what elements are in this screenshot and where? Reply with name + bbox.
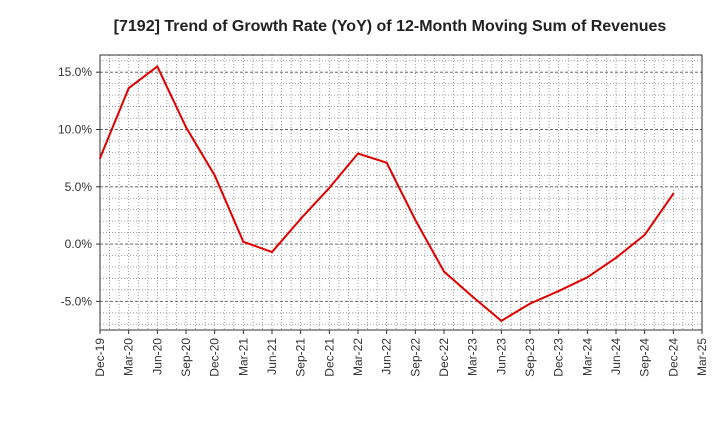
y-tick-label: -5.0% bbox=[61, 294, 93, 308]
data-point bbox=[672, 192, 675, 195]
data-point bbox=[414, 219, 417, 221]
data-point bbox=[643, 233, 646, 236]
data-point bbox=[242, 240, 245, 243]
x-tick-label: Sep-24 bbox=[638, 338, 652, 377]
x-tick-label: Jun-20 bbox=[150, 338, 164, 375]
data-point bbox=[500, 319, 503, 322]
x-tick-label: Sep-23 bbox=[523, 338, 537, 377]
data-point bbox=[471, 295, 474, 298]
y-tick-label: 5.0% bbox=[65, 180, 93, 194]
x-tick-label: Sep-20 bbox=[179, 338, 193, 377]
x-tick-label: Sep-21 bbox=[294, 338, 308, 377]
x-tick-label: Dec-24 bbox=[666, 338, 680, 377]
x-tick-label: Dec-19 bbox=[93, 338, 107, 377]
x-tick-label: Mar-21 bbox=[236, 338, 250, 376]
x-tick-label: Dec-20 bbox=[208, 338, 222, 377]
x-tick-label: Jun-23 bbox=[494, 338, 508, 375]
chart-title: [7192] Trend of Growth Rate (YoY) of 12-… bbox=[114, 18, 667, 35]
grid-layer bbox=[100, 55, 702, 330]
data-point bbox=[586, 276, 589, 279]
data-point bbox=[271, 251, 273, 254]
y-tick-label: 15.0% bbox=[58, 65, 92, 79]
data-point bbox=[385, 161, 388, 164]
axis-layer bbox=[96, 54, 703, 334]
plot-frame bbox=[99, 54, 703, 331]
data-point bbox=[99, 157, 101, 160]
data-point bbox=[615, 256, 617, 259]
data-point bbox=[185, 126, 187, 129]
x-tick-label: Dec-23 bbox=[552, 338, 566, 377]
tick-layer: 15.0% 10.0% 5.0% 0.0% -5.0% Dec-19 Mar-20 Jun-2… bbox=[58, 65, 709, 377]
x-tick-label: Dec-21 bbox=[322, 338, 336, 377]
data-point bbox=[127, 87, 130, 90]
x-tick-label: Jun-24 bbox=[609, 338, 623, 375]
x-tick-label: Jun-21 bbox=[265, 338, 279, 375]
x-tick-label: Jun-22 bbox=[380, 338, 394, 375]
y-tick-label: 0.0% bbox=[65, 237, 93, 251]
x-tick-label: Mar-22 bbox=[351, 338, 365, 376]
x-tick-label: Mar-20 bbox=[122, 338, 136, 376]
x-tick-label: Mar-24 bbox=[580, 338, 594, 376]
x-tick-label: Sep-22 bbox=[408, 338, 422, 377]
x-tick-label: Dec-22 bbox=[437, 338, 451, 377]
x-tick-label: Mar-25 bbox=[695, 338, 709, 376]
data-point bbox=[213, 174, 216, 177]
data-point bbox=[443, 270, 445, 273]
data-point bbox=[156, 65, 159, 68]
series-layer bbox=[99, 65, 675, 322]
x-tick-label: Mar-23 bbox=[466, 338, 480, 376]
y-tick-label: 10.0% bbox=[58, 122, 92, 136]
data-point bbox=[357, 152, 359, 155]
data-point bbox=[299, 217, 302, 220]
data-point bbox=[328, 186, 331, 189]
data-point bbox=[557, 290, 560, 293]
data-point bbox=[529, 302, 531, 305]
